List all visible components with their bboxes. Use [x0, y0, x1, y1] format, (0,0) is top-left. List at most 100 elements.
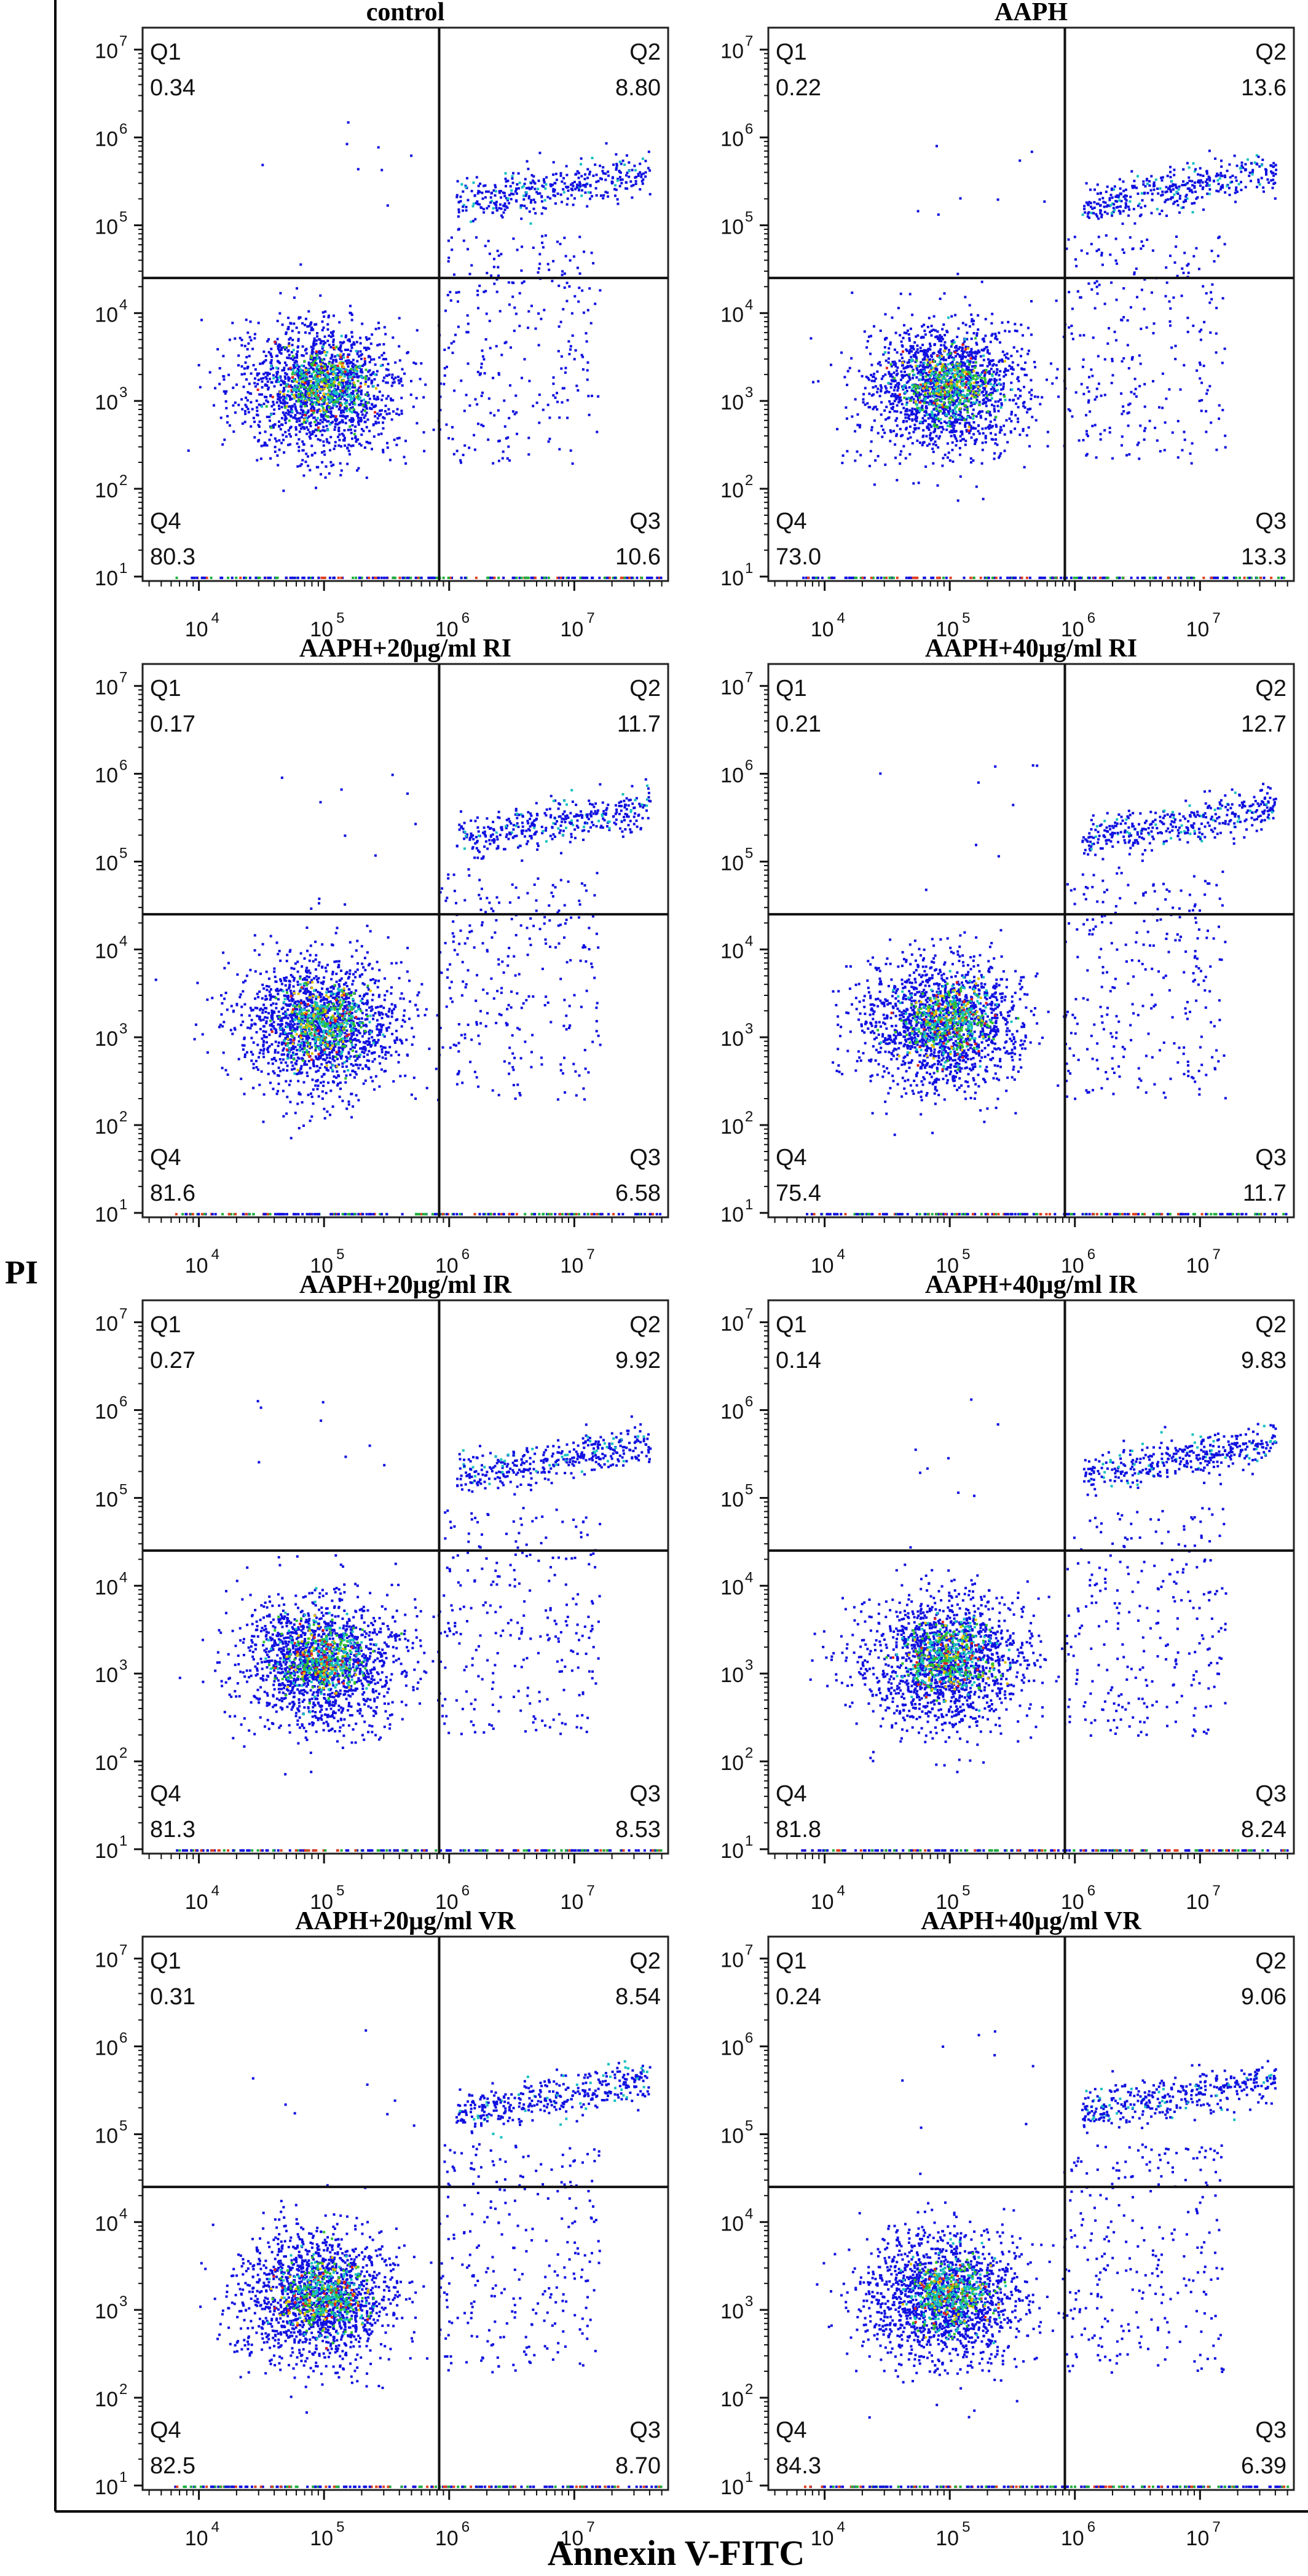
panel-title: AAPH+20μg/ml RI [299, 634, 511, 663]
y-tick-exponent: 4 [119, 296, 127, 313]
scatter-points [174, 2029, 663, 2488]
y-tick-label: 10 [720, 851, 744, 875]
quadrant-label-q4: Q4 [776, 1781, 807, 1807]
y-tick-exponent: 6 [119, 2030, 127, 2047]
y-tick-label: 10 [720, 1752, 744, 1775]
y-tick-exponent: 2 [119, 2381, 127, 2398]
y-tick-label: 10 [95, 1576, 118, 1599]
y-tick-exponent: 2 [119, 472, 127, 489]
figure-x-axis-title: Annexin V-FITC [548, 2533, 805, 2573]
quadrant-value-q3: 8.53 [615, 1817, 661, 1843]
x-tick-label: 10 [811, 1891, 834, 1914]
y-tick-exponent: 2 [745, 1108, 753, 1125]
y-tick-exponent: 3 [745, 2293, 753, 2310]
y-tick-exponent: 4 [119, 933, 127, 949]
x-tick-exponent: 5 [962, 1246, 970, 1263]
y-tick-label: 10 [720, 391, 744, 414]
y-tick-exponent: 2 [745, 2381, 753, 2398]
y-tick-exponent: 3 [119, 1657, 127, 1673]
y-tick-exponent: 5 [119, 2117, 127, 2134]
x-tick-label: 10 [936, 2527, 959, 2550]
y-tick-exponent: 6 [119, 757, 127, 774]
quadrant-label-q1: Q1 [150, 1312, 181, 1338]
panel-title: AAPH+20μg/ml VR [295, 1907, 516, 1935]
quadrant-value-q2: 8.54 [615, 1984, 661, 2010]
plot-frame [767, 663, 1295, 1219]
x-tick-exponent: 6 [1087, 1883, 1095, 1899]
y-tick-exponent: 3 [119, 2293, 127, 2310]
y-tick-exponent: 3 [745, 1021, 753, 1037]
y-tick-exponent: 4 [119, 2205, 127, 2222]
y-tick-exponent: 3 [119, 1021, 127, 1037]
y-tick-exponent: 5 [745, 208, 753, 225]
y-tick-label: 10 [95, 303, 118, 326]
panel-3: AAPH+20μg/ml RI Q1 0.17 Q2 11.7 Q3 6.58 Q4 81.6 1… [95, 634, 669, 1278]
x-tick-label: 10 [1186, 618, 1209, 641]
quadrant-value-q4: 81.6 [150, 1180, 195, 1206]
x-tick-exponent: 6 [462, 610, 470, 626]
quadrant-value-q1: 0.31 [150, 1984, 195, 2010]
plot-frame [141, 1299, 669, 1855]
y-tick-exponent: 7 [745, 1306, 753, 1322]
y-tick-label: 10 [720, 1576, 744, 1599]
y-tick-label: 10 [720, 1115, 744, 1139]
quadrant-value-q3: 11.7 [1243, 1180, 1286, 1206]
x-tick-exponent: 7 [586, 2519, 594, 2535]
quadrant-value-q1: 0.24 [776, 1984, 821, 2010]
x-tick-label: 10 [310, 618, 333, 641]
y-tick-label: 10 [720, 2300, 744, 2323]
y-tick-label: 10 [95, 1949, 118, 1972]
quadrant-label-q4: Q4 [776, 508, 807, 534]
y-tick-label: 10 [720, 2124, 744, 2147]
y-tick-exponent: 2 [745, 1745, 753, 1761]
y-tick-label: 10 [95, 1401, 118, 1424]
y-tick-exponent: 1 [119, 1196, 127, 1213]
y-tick-label: 10 [720, 1949, 744, 1972]
quadrant-label-q2: Q2 [629, 676, 661, 701]
x-tick-exponent: 5 [962, 610, 970, 626]
panel-7: AAPH+20μg/ml VR Q1 0.31 Q2 8.54 Q3 8.70 Q4 82.5 1… [95, 1907, 669, 2550]
quadrant-value-q1: 0.14 [776, 1348, 821, 1373]
x-tick-exponent: 5 [336, 610, 344, 626]
x-tick-label: 10 [310, 2527, 333, 2550]
y-tick-exponent: 4 [745, 933, 753, 949]
quadrant-label-q1: Q1 [150, 39, 181, 65]
quadrant-label-q2: Q2 [629, 1312, 661, 1338]
x-tick-exponent: 7 [586, 1883, 594, 1899]
x-tick-exponent: 7 [1212, 2519, 1220, 2535]
x-tick-label: 10 [1186, 2527, 1209, 2550]
quadrant-label-q1: Q1 [150, 676, 181, 701]
x-tick-label: 10 [185, 1254, 208, 1278]
quadrant-value-q3: 13.3 [1241, 544, 1286, 570]
y-tick-exponent: 2 [745, 472, 753, 489]
quadrant-value-q4: 81.3 [150, 1817, 195, 1843]
x-tick-exponent: 5 [336, 1246, 344, 1263]
quadrant-value-q1: 0.22 [776, 75, 821, 101]
x-tick-exponent: 6 [462, 1883, 470, 1899]
quadrant-label-q2: Q2 [1255, 1312, 1286, 1338]
quadrant-value-q3: 6.58 [615, 1180, 661, 1206]
y-tick-label: 10 [95, 2124, 118, 2147]
y-tick-label: 10 [95, 1313, 118, 1336]
y-tick-label: 10 [720, 2037, 744, 2060]
quadrant-value-q4: 73.0 [776, 544, 821, 570]
quadrant-label-q4: Q4 [150, 1145, 181, 1171]
x-tick-exponent: 5 [336, 2519, 344, 2535]
quadrant-value-q4: 75.4 [776, 1180, 821, 1206]
y-tick-label: 10 [720, 128, 744, 151]
quadrant-label-q2: Q2 [1255, 676, 1286, 701]
quadrant-label-q3: Q3 [1255, 508, 1286, 534]
scatter-points [804, 2030, 1290, 2488]
panel-title: control [366, 0, 445, 26]
y-tick-exponent: 2 [119, 1108, 127, 1125]
quadrant-value-q3: 10.6 [615, 544, 661, 570]
quadrant-label-q3: Q3 [629, 508, 661, 534]
plot-frame [141, 26, 669, 582]
x-tick-label: 10 [310, 1254, 333, 1278]
y-tick-exponent: 5 [119, 208, 127, 225]
y-tick-exponent: 3 [745, 384, 753, 401]
quadrant-value-q4: 81.8 [776, 1817, 821, 1843]
y-tick-exponent: 1 [119, 2469, 127, 2486]
quadrant-label-q2: Q2 [1255, 39, 1286, 65]
